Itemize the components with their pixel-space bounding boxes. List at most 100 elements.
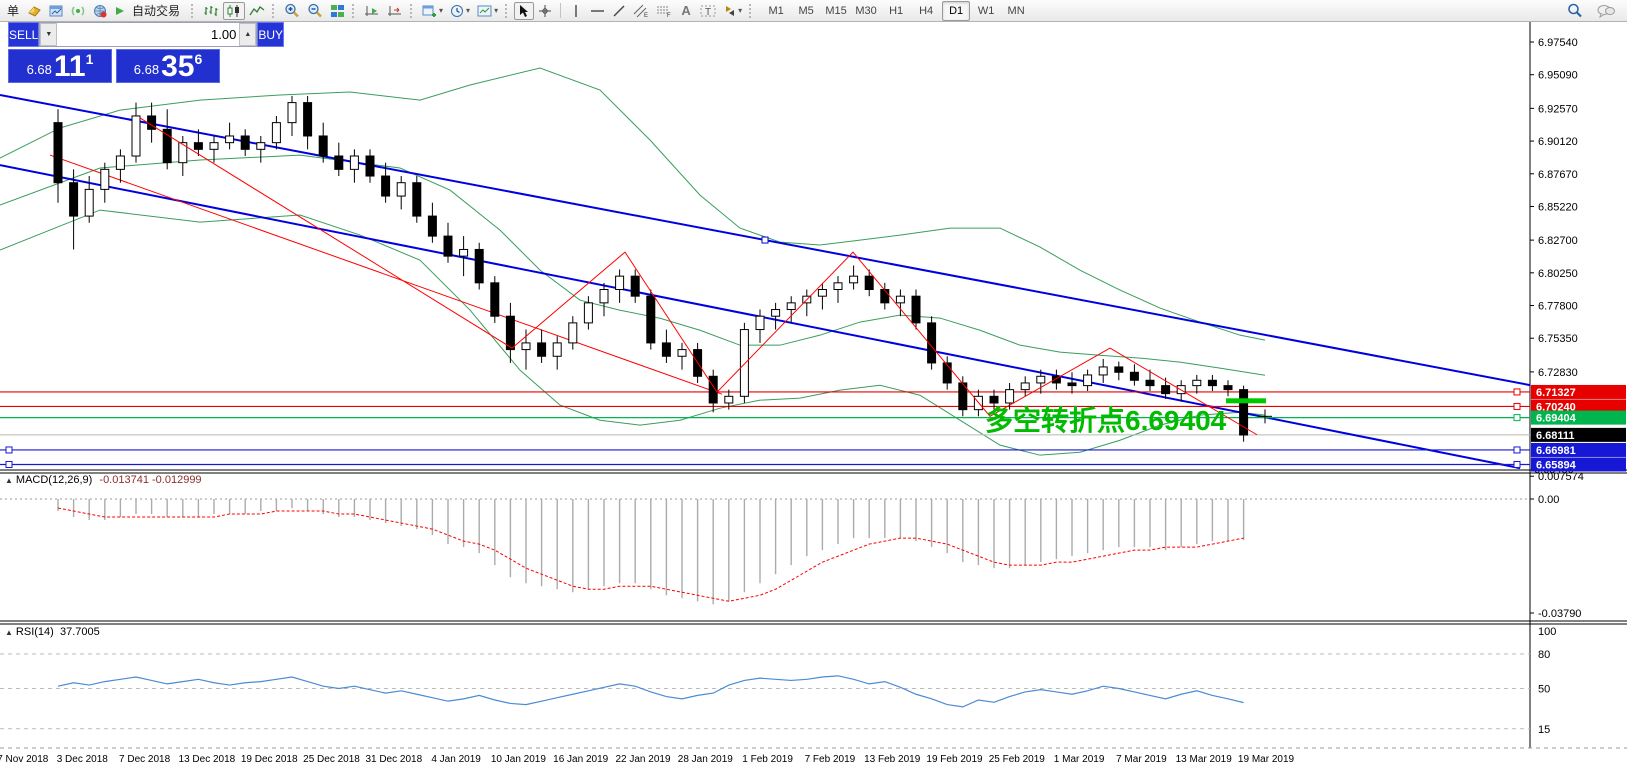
candle <box>895 295 905 304</box>
candle <box>1083 374 1093 387</box>
candle <box>162 128 172 164</box>
zoom-in-icon[interactable] <box>281 2 303 20</box>
buy-price-prefix: 6.68 <box>133 62 160 77</box>
hline-handle[interactable] <box>5 460 13 468</box>
candle <box>849 275 859 284</box>
buy-button[interactable]: BUY <box>257 22 285 47</box>
trendline-handle[interactable] <box>761 236 769 244</box>
timeframe-MN[interactable]: MN <box>1007 4 1025 17</box>
equidistant-channel-tool-icon[interactable]: E <box>630 2 652 20</box>
candle <box>365 155 375 177</box>
sell-price-display[interactable]: 6.68 11 1 <box>8 49 112 83</box>
signal-icon[interactable] <box>68 2 89 20</box>
bar-chart-mode-icon[interactable] <box>200 2 222 20</box>
candlestick-mode-icon[interactable] <box>223 1 246 20</box>
svg-text:T: T <box>705 7 711 18</box>
toolbar-grip <box>410 3 415 18</box>
candle <box>1161 385 1171 395</box>
timeframe-M5[interactable]: M5 <box>798 4 814 17</box>
timeframe-D1[interactable]: D1 <box>942 0 971 21</box>
templates-menu-button[interactable]: ▾ <box>474 2 501 20</box>
new-order-icon[interactable] <box>24 2 45 20</box>
community-globe-icon[interactable] <box>90 2 111 20</box>
main-chart[interactable]: 6.97540 6.95090 6.92570 6.90120 6.87670 6.852… <box>0 22 1627 773</box>
collapse-triangle-icon[interactable]: ▲ <box>5 476 13 485</box>
collapse-triangle-icon[interactable]: ▲ <box>5 628 13 637</box>
auto-scroll-icon[interactable] <box>361 2 383 20</box>
svg-text:F: F <box>667 13 671 18</box>
zoom-out-icon[interactable] <box>304 2 326 20</box>
annotation-text[interactable]: 多空转折点6.69404 <box>985 404 1227 436</box>
sell-button[interactable]: SELL <box>8 22 40 47</box>
price-axis-label: 6.72830 <box>1538 367 1578 379</box>
timeframes-menu-button[interactable]: ▾ <box>447 2 473 20</box>
new-order-button[interactable]: 单 <box>7 4 20 18</box>
hline-handle[interactable] <box>1513 460 1521 468</box>
timeframe-M15[interactable]: M15 <box>825 4 847 17</box>
timeframe-M1[interactable]: M1 <box>768 4 784 17</box>
timeframe-W1[interactable]: W1 <box>977 4 995 17</box>
candle <box>677 349 687 357</box>
tile-windows-icon[interactable] <box>327 2 348 20</box>
candle <box>552 342 562 357</box>
price-axis-label: 6.75350 <box>1538 333 1578 345</box>
price-tag <box>1531 410 1626 425</box>
volume-decrease-button[interactable]: ▼ <box>40 23 58 46</box>
candle <box>755 315 765 331</box>
candle <box>864 275 874 291</box>
chart-shift-icon[interactable] <box>384 2 406 20</box>
crosshair-tool-icon[interactable] <box>535 2 555 20</box>
text-tool-icon[interactable]: A <box>681 3 691 18</box>
hline-handle[interactable] <box>1513 388 1521 396</box>
vertical-line-tool-icon[interactable] <box>566 2 586 20</box>
buy-price-display[interactable]: 6.68 35 6 <box>116 49 220 83</box>
trendline-tool-icon[interactable] <box>609 2 629 20</box>
buy-price-pip: 6 <box>194 51 203 67</box>
zigzag-line[interactable] <box>139 117 1258 436</box>
candle <box>474 248 484 284</box>
rsi-axis-label: 15 <box>1538 724 1550 736</box>
timeframe-M30[interactable]: M30 <box>855 4 877 17</box>
gold-order-icon <box>28 5 41 17</box>
price-tag <box>1531 457 1626 472</box>
candle <box>1239 389 1249 436</box>
hline-handle[interactable] <box>1513 446 1521 454</box>
rsi-line <box>57 675 1244 708</box>
volume-input[interactable] <box>57 23 240 46</box>
arrows-tool-icon[interactable]: ▾ <box>720 2 745 20</box>
price-axis-label: 6.80250 <box>1538 268 1578 280</box>
search-icon[interactable] <box>1564 2 1586 20</box>
autotrading-button[interactable]: 自动交易 <box>112 2 187 20</box>
candle <box>490 282 500 317</box>
trendline[interactable] <box>49 154 723 395</box>
price-tag <box>1531 384 1626 399</box>
hline-handle[interactable] <box>1513 414 1521 422</box>
new-chart-button[interactable]: ▾ <box>419 2 446 20</box>
cursor-tool-icon[interactable] <box>514 1 535 20</box>
candle <box>708 375 718 404</box>
date-axis-label: 13 Mar 2019 <box>1176 754 1233 765</box>
sell-price-big: 11 <box>53 50 86 83</box>
date-axis-label: 16 Jan 2019 <box>553 754 608 765</box>
dropdown-arrow-icon: ▾ <box>466 6 471 15</box>
highlight-mark[interactable] <box>1226 398 1266 404</box>
fibonacci-tool-icon[interactable]: F <box>653 2 675 20</box>
date-axis-label: 13 Feb 2019 <box>864 754 921 765</box>
market-watch-icon[interactable] <box>46 2 67 20</box>
autotrading-label: 自动交易 <box>132 4 181 18</box>
rsi-axis-label: 50 <box>1538 684 1550 696</box>
volume-increase-button[interactable]: ▲ <box>239 23 257 46</box>
date-axis-label: 7 Mar 2019 <box>1116 754 1167 765</box>
timeframe-H1[interactable]: H1 <box>889 4 904 17</box>
chat-icon[interactable] <box>1594 2 1618 20</box>
text-label-tool-icon[interactable]: T <box>697 2 719 20</box>
hline-handle[interactable] <box>5 446 13 454</box>
candle <box>505 315 515 351</box>
timeframe-H4[interactable]: H4 <box>919 4 934 17</box>
line-chart-mode-icon[interactable] <box>246 2 268 20</box>
horizontal-line-tool-icon[interactable] <box>587 2 608 20</box>
candle <box>1020 382 1030 391</box>
hline-handle[interactable] <box>1513 402 1521 410</box>
price-axis-label: 6.87670 <box>1538 169 1578 181</box>
price-tag-label: 6.71327 <box>1536 387 1576 399</box>
